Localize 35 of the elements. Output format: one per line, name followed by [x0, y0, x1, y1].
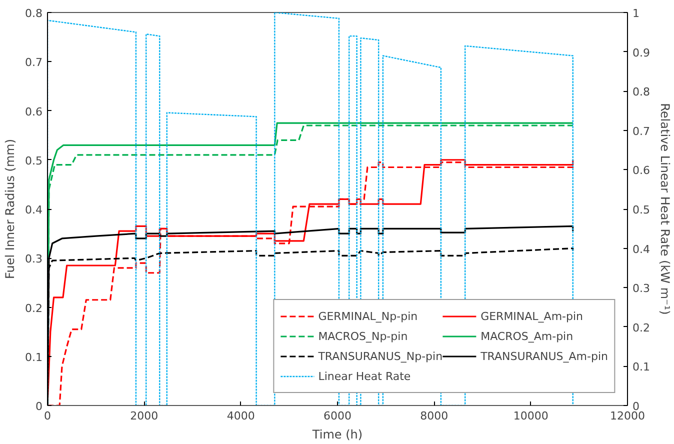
- x-tick-label: 6000: [324, 410, 352, 422]
- y2-tick-label: 0.8: [632, 86, 650, 99]
- y2-tick-label: 0.6: [632, 164, 650, 178]
- y-tick-label: 0.8: [25, 7, 43, 20]
- y2-tick-label: 0.2: [632, 321, 650, 334]
- y-tick-label: 0.5: [25, 154, 43, 168]
- x-tick-label: 0: [44, 410, 51, 422]
- y2-axis-title: Relative Linear Heat Rate (kW m⁻¹): [658, 103, 672, 315]
- y2-tick-label: 0.4: [632, 242, 650, 256]
- legend-label: TRANSURANUS_Np-pin: [318, 349, 443, 363]
- y-tick-label: 0: [36, 400, 42, 413]
- legend-label: GERMINAL_Np-pin: [318, 309, 418, 323]
- x-axis-title: Time (h): [311, 428, 363, 442]
- y-axis-title: Fuel Inner Radius (mm): [3, 138, 18, 280]
- x-tick-label: 8000: [420, 410, 448, 422]
- y2-tick-label: 0.5: [632, 204, 650, 216]
- y2-tick-label: 0.1: [632, 360, 650, 374]
- y-tick-label: 0.1: [25, 350, 43, 364]
- legend-label: GERMINAL_Am-pin: [480, 309, 584, 323]
- legend-label: TRANSURANUS_Am-pin: [480, 349, 608, 363]
- x-tick-label: 10000: [513, 410, 548, 422]
- y2-tick-label: 0.3: [632, 282, 650, 296]
- legend-label: MACROS_Am-pin: [480, 329, 574, 343]
- y2-tick-label: 0.7: [632, 124, 650, 138]
- y-tick-label: 0.6: [25, 105, 43, 118]
- x-tick-label: 4000: [226, 410, 255, 422]
- legend-label: MACROS_Np-pin: [318, 329, 408, 343]
- y2-tick-label: 1: [632, 7, 640, 20]
- y-tick-label: 0.3: [25, 252, 43, 266]
- legend-label: Linear Heat Rate: [318, 369, 411, 383]
- y-tick-label: 0.2: [25, 302, 43, 315]
- y2-tick-label: 0.9: [632, 46, 650, 60]
- y-tick-label: 0.4: [25, 204, 43, 216]
- y-tick-label: 0.7: [25, 56, 43, 70]
- x-tick-label: 2000: [130, 410, 158, 422]
